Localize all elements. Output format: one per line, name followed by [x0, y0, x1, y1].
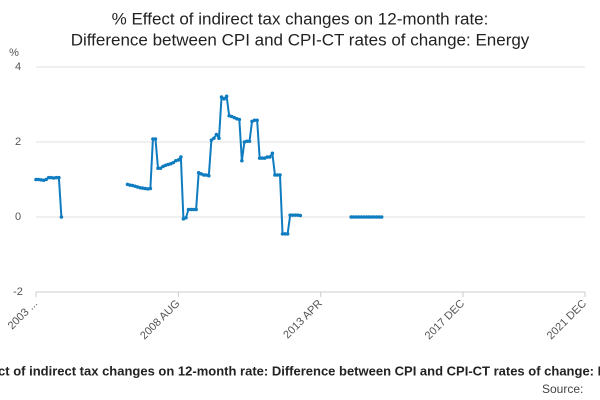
point: [280, 232, 285, 236]
point: [34, 177, 38, 182]
point: [374, 215, 379, 219]
point: [191, 207, 196, 212]
point: [222, 97, 226, 101]
point: [379, 215, 384, 219]
x-tick-label: 2013 APR: [281, 298, 325, 342]
line: [36, 95, 382, 235]
y-tick-label: 2: [15, 136, 21, 148]
chart-title: % Effect of indirect tax changes on 12-m…: [112, 9, 489, 28]
point: [364, 215, 369, 219]
point: [217, 136, 221, 141]
point: [265, 155, 270, 159]
point: [186, 207, 191, 212]
point: [362, 215, 366, 219]
source: Source:: [542, 382, 583, 396]
point: [176, 158, 181, 162]
point: [354, 215, 359, 219]
point: [212, 136, 216, 141]
point: [268, 155, 272, 159]
point: [255, 118, 259, 123]
x-tick-label: 2021 DEC: [545, 298, 589, 342]
point: [156, 166, 160, 171]
point: [214, 132, 219, 137]
chart-title: Difference between CPI and CPI-CT rates …: [71, 30, 530, 49]
point: [293, 213, 298, 217]
point: [285, 232, 290, 236]
y-tick-label: 4: [15, 61, 21, 73]
point: [372, 215, 376, 219]
point: [247, 139, 252, 144]
point: [209, 138, 214, 142]
point: [189, 207, 193, 212]
point: [369, 215, 374, 219]
point: [356, 215, 361, 219]
y-tick-label: 0: [15, 211, 21, 223]
point: [270, 151, 275, 156]
footer: % Effect of indirect tax changes on 12-m…: [0, 363, 600, 378]
point: [260, 156, 265, 160]
point: [201, 173, 206, 177]
point: [224, 94, 229, 99]
point: [54, 175, 59, 180]
point: [194, 207, 198, 212]
point: [184, 215, 188, 220]
y-tick-label: -2: [13, 286, 23, 298]
point: [219, 95, 224, 99]
x-tick-label: 2017 DEC: [423, 298, 467, 342]
x-tick-label: 2008 AUG: [138, 298, 182, 342]
point: [44, 177, 48, 182]
point: [288, 213, 292, 217]
y-axis-label: %: [9, 47, 19, 59]
point: [273, 173, 277, 177]
point: [252, 118, 257, 123]
point: [153, 137, 158, 141]
point: [351, 215, 356, 219]
point: [240, 158, 244, 163]
point: [148, 186, 153, 191]
point: [57, 175, 61, 180]
point: [349, 215, 353, 219]
point: [275, 173, 280, 177]
x-tick-label: 2003 ...: [6, 298, 40, 332]
point: [158, 166, 163, 171]
point: [237, 117, 242, 122]
point: [59, 215, 64, 219]
point: [278, 173, 282, 177]
point: [151, 137, 155, 141]
point: [46, 175, 51, 180]
point: [257, 156, 262, 160]
point: [290, 213, 295, 217]
point: [171, 160, 176, 165]
point: [377, 215, 381, 219]
point: [179, 155, 183, 159]
point: [245, 139, 249, 144]
point: [283, 232, 287, 236]
point: [207, 173, 211, 178]
point: [359, 215, 364, 219]
point: [367, 215, 371, 219]
point: [298, 213, 303, 218]
